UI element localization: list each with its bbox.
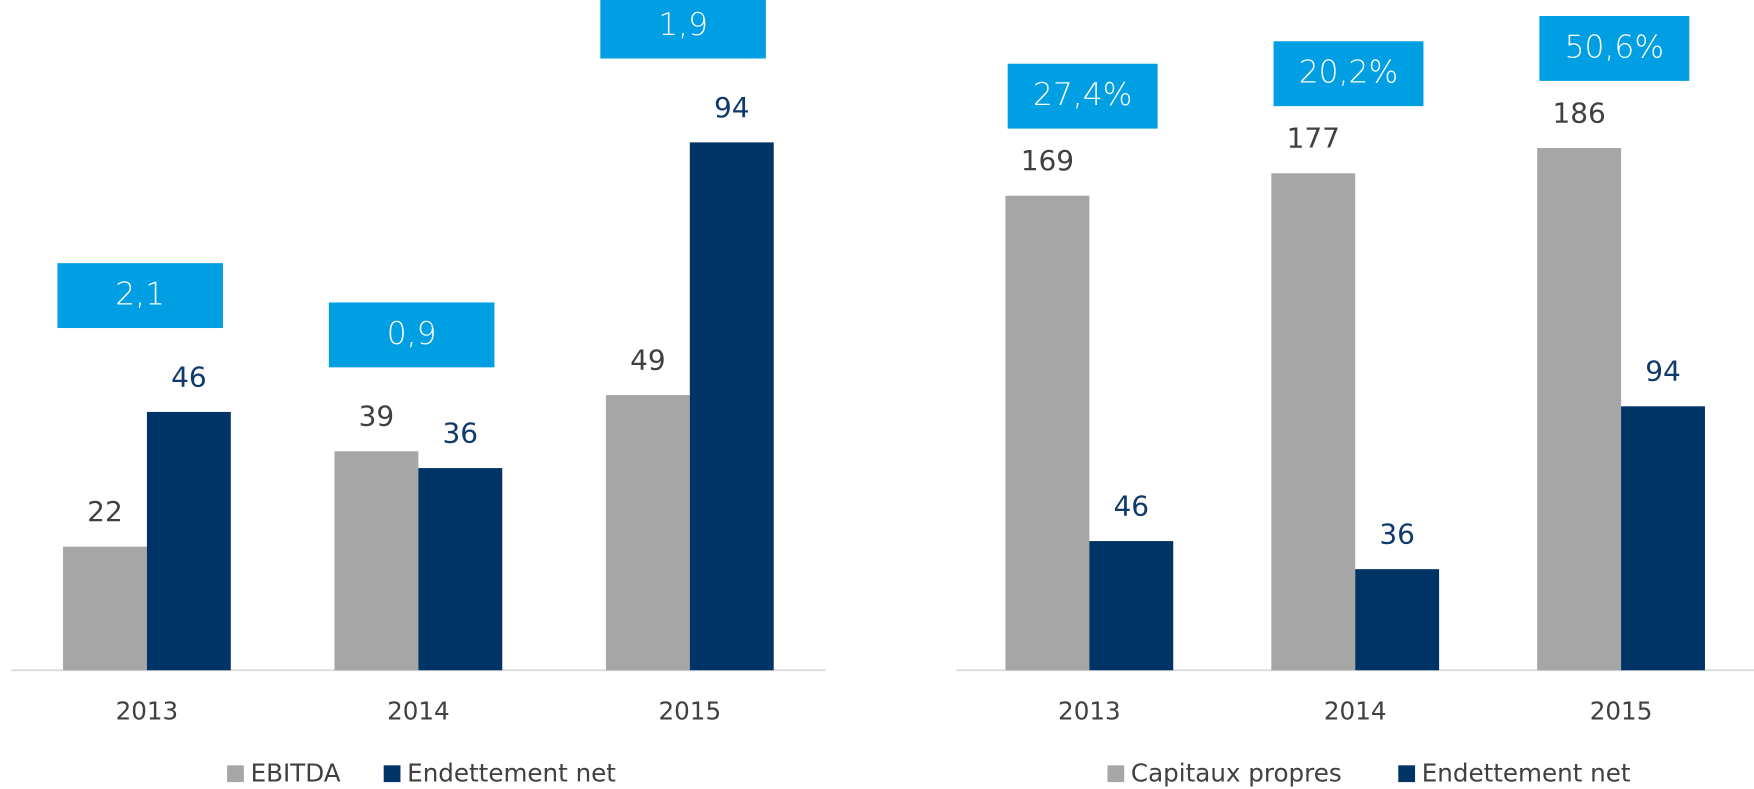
data-label: 36 bbox=[443, 417, 479, 450]
data-label: 22 bbox=[87, 495, 123, 528]
data-label: 39 bbox=[359, 400, 395, 433]
legend-label: Endettement net bbox=[1422, 758, 1631, 787]
data-label: 186 bbox=[1552, 96, 1605, 129]
legend-label: Capitaux propres bbox=[1131, 758, 1342, 787]
x-tick-label: 2015 bbox=[1590, 697, 1653, 726]
bar bbox=[1005, 195, 1090, 671]
annotation-box bbox=[600, 0, 766, 59]
bar bbox=[63, 546, 147, 671]
annotation-box bbox=[1539, 16, 1690, 81]
bar bbox=[689, 142, 774, 671]
annotation: 20,2% bbox=[1299, 55, 1398, 91]
legend-swatch bbox=[1398, 765, 1416, 783]
x-tick-label: 2014 bbox=[387, 697, 450, 726]
bar bbox=[1271, 173, 1356, 671]
data-label: 46 bbox=[171, 360, 207, 393]
annotation: 1,9 bbox=[658, 7, 708, 43]
data-label: 36 bbox=[1379, 518, 1415, 551]
annotation-box bbox=[328, 302, 495, 368]
data-label: 177 bbox=[1287, 122, 1340, 155]
bar bbox=[1089, 541, 1174, 671]
data-label: 94 bbox=[1645, 355, 1681, 388]
annotation: 27,4% bbox=[1033, 77, 1132, 113]
bar bbox=[1621, 406, 1705, 671]
bar bbox=[1355, 569, 1440, 671]
annotation-box bbox=[57, 263, 223, 329]
bar bbox=[146, 411, 231, 671]
data-label: 94 bbox=[714, 91, 750, 124]
bar bbox=[334, 451, 419, 671]
data-label: 46 bbox=[1114, 490, 1150, 523]
annotation-box bbox=[1007, 63, 1158, 129]
x-tick-label: 2015 bbox=[659, 697, 722, 726]
annotation: 2,1 bbox=[115, 277, 165, 313]
bar bbox=[1537, 148, 1622, 671]
legend-label: EBITDA bbox=[251, 758, 341, 787]
data-label: 49 bbox=[630, 344, 666, 377]
legend-swatch bbox=[1107, 765, 1125, 783]
x-tick-label: 2013 bbox=[116, 697, 179, 726]
legend-label: Endettement net bbox=[407, 758, 616, 787]
bar bbox=[605, 395, 690, 671]
bar bbox=[418, 468, 503, 671]
x-tick-label: 2013 bbox=[1058, 697, 1121, 726]
annotation: 0,9 bbox=[387, 316, 437, 352]
annotation-box bbox=[1273, 41, 1424, 107]
data-label: 169 bbox=[1021, 144, 1074, 177]
x-tick-label: 2014 bbox=[1324, 697, 1387, 726]
annotation: 50,6% bbox=[1565, 29, 1664, 65]
legend-swatch bbox=[227, 765, 244, 783]
legend-swatch bbox=[383, 765, 401, 783]
